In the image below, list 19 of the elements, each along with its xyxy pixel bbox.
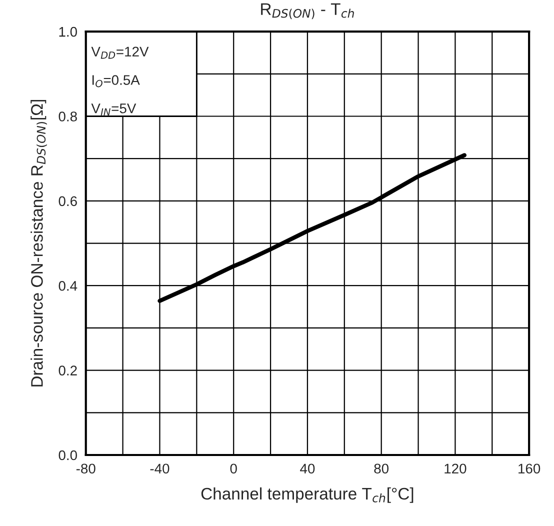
- annotation: V$_{DD}$=12V: [91, 46, 149, 59]
- y-tick-label: 0.0: [58, 450, 77, 460]
- annotation: V$_{IN}$=5V: [91, 104, 136, 116]
- y-tick-label: 0.8: [58, 112, 77, 122]
- y-tick-label: 0.2: [58, 366, 77, 376]
- x-tick-label: 80: [374, 464, 389, 474]
- x-tick-label: 160: [518, 464, 540, 474]
- y-axis-title: Drain-source ON-resistance R$_{DS(ON)}$[Ω]: [30, 100, 47, 386]
- x-tick-label: 0: [230, 464, 237, 474]
- x-tick-label: -40: [150, 464, 170, 474]
- x-tick-label: 120: [444, 464, 466, 474]
- y-tick-label: 0.4: [58, 280, 78, 291]
- chart-title: R$_{DS(ON)}$ - T$_{ch}$: [261, 3, 354, 20]
- x-tick-label: -80: [76, 464, 96, 474]
- x-tick-label: 40: [300, 464, 315, 474]
- x-axis-title: Channel temperature T$_{ch}$[°C]: [201, 487, 414, 503]
- annotation: I$_{O}$=0.5A: [92, 75, 140, 88]
- y-tick-label: 0.6: [58, 196, 77, 206]
- y-tick-label: 1.0: [59, 26, 77, 37]
